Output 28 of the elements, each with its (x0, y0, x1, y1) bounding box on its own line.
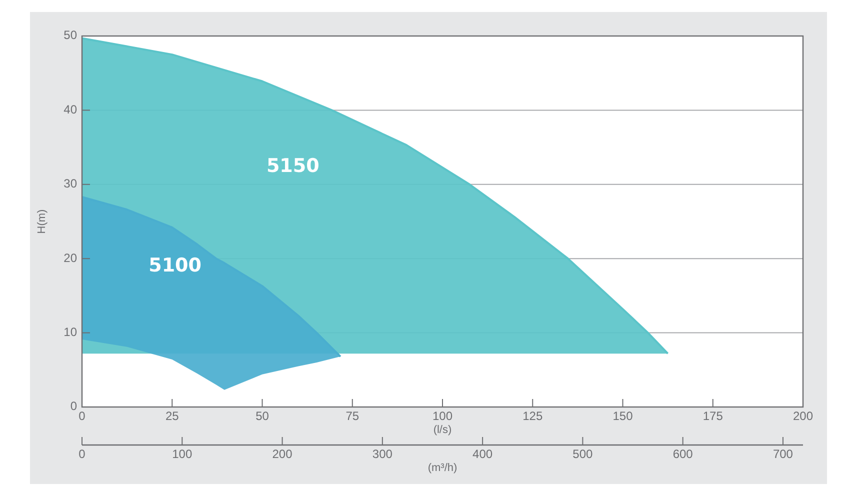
y-tick-label: 40 (64, 102, 78, 116)
x2-tick-label: 0 (78, 447, 86, 461)
y-tick-label: 0 (70, 399, 78, 414)
y-axis-title: H(m) (36, 209, 48, 234)
x-tick-label: 50 (256, 409, 270, 423)
series-label: 5100 (148, 254, 202, 277)
y-tick-label: 30 (64, 176, 78, 191)
x-tick-label: 0 (78, 409, 86, 423)
x-tick-label: 100 (432, 409, 453, 423)
x-tick-label: 175 (702, 409, 724, 423)
x2-tick-label: 300 (372, 447, 393, 461)
y-tick-label: 10 (64, 324, 78, 339)
x2-tick-label: 400 (472, 447, 493, 461)
x-tick-label: 150 (612, 409, 634, 423)
x-tick-label: 75 (346, 409, 360, 423)
x2-tick-label: 700 (772, 447, 794, 461)
x-tick-label: 25 (165, 409, 180, 423)
x-tick-label: 200 (792, 409, 814, 423)
y-tick-label: 50 (64, 28, 78, 42)
x-axis-title: (l/s) (433, 424, 452, 436)
x2-tick-label: 100 (172, 447, 192, 461)
x2-tick-label: 600 (672, 447, 694, 461)
text: 5150 (266, 154, 320, 177)
x2-axis-title: (m³/h) (428, 462, 458, 474)
x-tick-label: 125 (522, 409, 543, 423)
x2-tick-label: 500 (572, 447, 594, 461)
x2-tick-label: 200 (272, 447, 293, 461)
y-tick-label: 20 (64, 250, 78, 265)
